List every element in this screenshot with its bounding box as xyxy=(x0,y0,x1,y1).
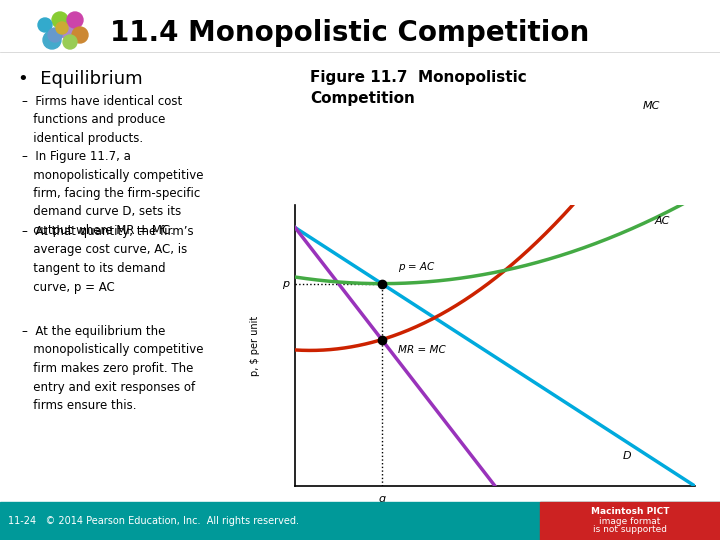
Circle shape xyxy=(63,35,77,49)
Circle shape xyxy=(52,12,68,28)
Text: 11.4 Monopolistic Competition: 11.4 Monopolistic Competition xyxy=(110,19,589,47)
Circle shape xyxy=(43,31,61,49)
Text: q: q xyxy=(378,495,385,504)
Text: Macintosh PICT: Macintosh PICT xyxy=(590,508,670,516)
Text: •  Equilibrium: • Equilibrium xyxy=(18,70,143,88)
Text: Competition: Competition xyxy=(310,91,415,106)
Text: AC: AC xyxy=(655,216,670,226)
Circle shape xyxy=(59,21,77,39)
Text: MR = MC: MR = MC xyxy=(397,345,446,355)
Text: q, Units per year: q, Units per year xyxy=(617,503,699,513)
Text: 11-24   © 2014 Pearson Education, Inc.  All rights reserved.: 11-24 © 2014 Pearson Education, Inc. All… xyxy=(8,516,299,526)
Text: p, $ per unit: p, $ per unit xyxy=(251,315,260,376)
Text: MR: MR xyxy=(495,502,512,512)
Text: MC: MC xyxy=(643,102,660,111)
Text: image format: image format xyxy=(599,516,661,525)
Text: –  Firms have identical cost
   functions and produce
   identical products.: – Firms have identical cost functions an… xyxy=(22,95,182,145)
Text: –  In Figure 11.7, a
   monopolistically competitive
   firm, facing the firm-sp: – In Figure 11.7, a monopolistically com… xyxy=(22,150,204,237)
Circle shape xyxy=(38,18,52,32)
Text: p = AC: p = AC xyxy=(397,262,434,272)
Text: is not supported: is not supported xyxy=(593,525,667,535)
Text: Figure 11.7  Monopolistic: Figure 11.7 Monopolistic xyxy=(310,70,527,85)
Circle shape xyxy=(48,28,62,42)
Circle shape xyxy=(72,27,88,43)
Text: p: p xyxy=(282,279,289,289)
Text: –  At that quantity, the firm’s
   average cost curve, AC, is
   tangent to its : – At that quantity, the firm’s average c… xyxy=(22,225,194,294)
Circle shape xyxy=(56,22,68,34)
Text: –  At the equilibrium the
   monopolistically competitive
   firm makes zero pro: – At the equilibrium the monopolisticall… xyxy=(22,325,204,412)
Bar xyxy=(540,502,720,540)
Circle shape xyxy=(67,12,83,28)
Bar xyxy=(0,502,720,540)
Text: D: D xyxy=(623,451,631,461)
